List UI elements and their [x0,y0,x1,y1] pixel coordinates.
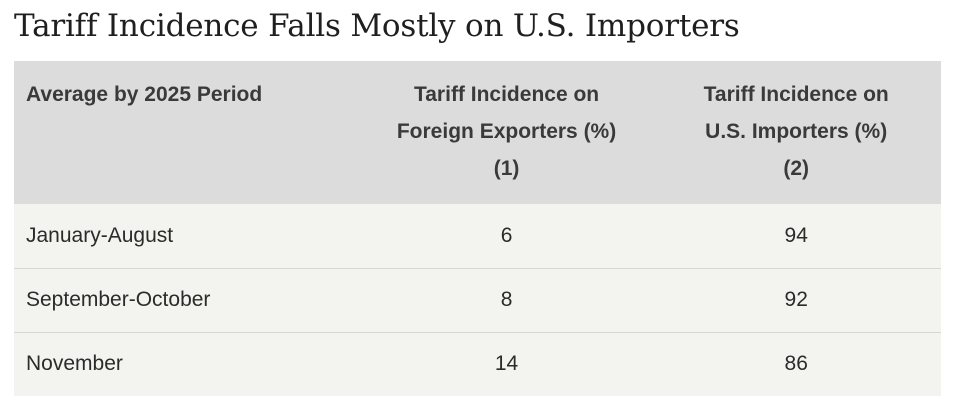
cell-period: September-October [26,288,211,311]
cell-us-importers: 92 [784,288,808,311]
cell-foreign-exporters: 14 [494,352,519,376]
column-header-period-line-1: Average by 2025 Period [26,83,263,106]
cell-us-importers: 94 [784,223,808,247]
table-row: November 14 86 [14,332,941,396]
column-header-foreign-line-3: (1) [493,157,520,180]
column-header-us-line-2: U.S. Importers (%) [705,120,888,143]
column-header-us-line-3: (2) [783,157,810,180]
column-header-period: Average by 2025 Period [14,61,362,204]
cell-period: January-August [26,223,174,247]
column-header-us-line-1: Tariff Incidence on [703,83,889,106]
column-header-foreign-line-2: Foreign Exporters (%) [396,120,617,143]
header-row: Average by 2025 Period Tariff Incidence … [14,61,941,204]
table-title: Tariff Incidence Falls Mostly on U.S. Im… [14,8,740,44]
column-header-us-importers: Tariff Incidence on U.S. Importers (%) (… [651,61,941,204]
column-header-foreign-exporters: Tariff Incidence on Foreign Exporters (%… [362,61,652,204]
column-header-foreign-line-1: Tariff Incidence on [413,83,600,106]
table-row: September-October 8 92 [14,268,941,332]
tariff-incidence-table: Average by 2025 Period Tariff Incidence … [14,61,941,396]
table-row: January-August 6 94 [14,204,941,268]
cell-us-importers: 86 [784,352,808,376]
cell-foreign-exporters: 6 [500,223,513,247]
cell-foreign-exporters: 8 [500,288,513,311]
cell-period: November [26,352,123,376]
